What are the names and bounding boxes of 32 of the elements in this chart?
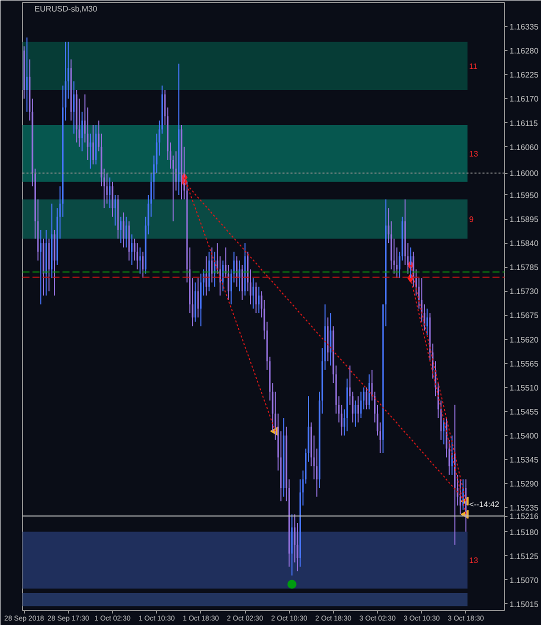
y-tick-label: 1.16335: [510, 22, 539, 32]
text: <--14:42: [469, 500, 500, 509]
y-tick-label: 1.15785: [510, 263, 539, 272]
ref-line-label: 1.15216: [510, 512, 539, 522]
y-tick-label: 1.15400: [510, 432, 539, 441]
y-tick-label: 1.15510: [510, 383, 539, 392]
y-tick-label: 1.15070: [510, 576, 539, 585]
y-tick-label: 1.15235: [510, 504, 539, 513]
y-tick-label: 1.15015: [510, 600, 539, 609]
y-tick-label: 1.15895: [510, 215, 539, 224]
band-label: 9: [469, 215, 474, 224]
band-label: 11: [469, 62, 478, 71]
band-label: 13: [469, 149, 479, 158]
y-tick-label: 1.15345: [510, 456, 539, 465]
y-tick-label: 1.16170: [510, 94, 539, 104]
band-label: 13: [469, 556, 479, 566]
y-tick-label: 1.15290: [510, 480, 539, 489]
y-tick-label: 1.15565: [510, 359, 539, 368]
y-tick-label: 1.15455: [510, 407, 539, 416]
y-tick-label: 1.15730: [510, 287, 539, 296]
y-tick-label: 1.16225: [510, 70, 539, 80]
y-tick-label: 1.15125: [510, 552, 539, 561]
y-tick-label: 1.16280: [510, 46, 539, 56]
y-tick-label: 1.15675: [510, 311, 539, 320]
y-tick-label: 1.15950: [510, 190, 539, 200]
y-tick-label: 1.15180: [510, 528, 539, 537]
y-tick-label: 1.16115: [510, 118, 538, 128]
chart-title: EURUSD-sb,M30: [34, 4, 98, 14]
y-tick-label: 1.15840: [510, 239, 539, 248]
y-tick-label: 1.15620: [510, 335, 539, 344]
y-tick-label: 1.16060: [510, 142, 539, 152]
ref-line-label: 1.16000: [510, 169, 539, 178]
